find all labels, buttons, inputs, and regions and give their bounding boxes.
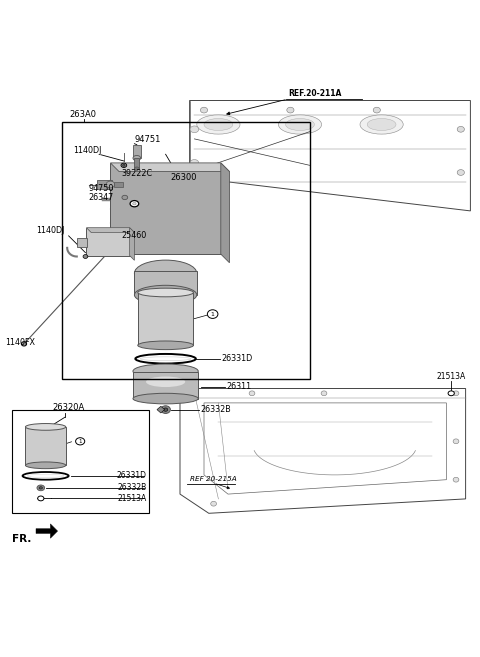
- Ellipse shape: [360, 115, 403, 134]
- Ellipse shape: [453, 477, 459, 482]
- Bar: [134, 158, 139, 169]
- Ellipse shape: [190, 160, 199, 166]
- Ellipse shape: [122, 195, 128, 200]
- Ellipse shape: [453, 391, 459, 396]
- Ellipse shape: [138, 288, 193, 297]
- Text: 26332B: 26332B: [201, 405, 231, 414]
- Text: FR.: FR.: [12, 533, 31, 544]
- Text: 26300: 26300: [170, 173, 197, 182]
- Text: 1140FX: 1140FX: [5, 338, 35, 348]
- Ellipse shape: [146, 376, 185, 387]
- Ellipse shape: [133, 364, 198, 378]
- Ellipse shape: [27, 474, 64, 478]
- Text: 1: 1: [211, 311, 215, 317]
- Bar: [62, 122, 310, 379]
- Text: 1140DJ: 1140DJ: [73, 146, 101, 155]
- Text: 26320A: 26320A: [53, 403, 85, 413]
- Polygon shape: [221, 163, 229, 263]
- Ellipse shape: [121, 163, 127, 168]
- Ellipse shape: [21, 342, 27, 346]
- Ellipse shape: [135, 354, 196, 363]
- Ellipse shape: [187, 391, 192, 396]
- Ellipse shape: [163, 408, 168, 411]
- Ellipse shape: [367, 118, 396, 131]
- Ellipse shape: [25, 424, 66, 430]
- Text: 21513A: 21513A: [117, 494, 146, 503]
- Ellipse shape: [373, 107, 380, 113]
- Polygon shape: [86, 228, 134, 233]
- Ellipse shape: [211, 501, 216, 506]
- Ellipse shape: [204, 118, 233, 131]
- Text: 1140DJ: 1140DJ: [36, 226, 64, 235]
- Ellipse shape: [134, 285, 197, 304]
- Ellipse shape: [133, 156, 141, 161]
- Bar: [86, 228, 130, 256]
- Bar: [77, 238, 87, 247]
- Bar: [97, 180, 112, 189]
- Ellipse shape: [457, 126, 464, 132]
- Bar: [114, 181, 123, 187]
- Ellipse shape: [278, 115, 322, 134]
- Ellipse shape: [448, 391, 454, 396]
- Ellipse shape: [207, 310, 218, 319]
- Ellipse shape: [249, 391, 255, 396]
- Ellipse shape: [122, 164, 125, 166]
- Text: 26331D: 26331D: [117, 471, 146, 480]
- Text: 26347: 26347: [89, 193, 114, 202]
- Ellipse shape: [453, 439, 459, 443]
- Text: 1: 1: [78, 439, 82, 443]
- Ellipse shape: [76, 438, 85, 445]
- Polygon shape: [157, 406, 165, 413]
- Polygon shape: [110, 163, 229, 171]
- Ellipse shape: [286, 118, 314, 131]
- Ellipse shape: [130, 200, 139, 207]
- Bar: [25, 427, 66, 465]
- Ellipse shape: [38, 496, 44, 501]
- Ellipse shape: [106, 181, 115, 188]
- Ellipse shape: [25, 462, 66, 468]
- Ellipse shape: [138, 341, 193, 350]
- Text: REF 20-215A: REF 20-215A: [190, 476, 236, 482]
- Text: 39222C: 39222C: [122, 170, 153, 178]
- Text: 25460: 25460: [121, 231, 147, 240]
- Text: REF.20-211A: REF.20-211A: [288, 89, 341, 98]
- Text: 21513A: 21513A: [437, 373, 466, 381]
- Ellipse shape: [133, 394, 198, 404]
- Text: 26311: 26311: [226, 382, 251, 391]
- Bar: [138, 292, 193, 346]
- Bar: [134, 271, 197, 295]
- Polygon shape: [36, 524, 58, 538]
- Ellipse shape: [132, 202, 136, 205]
- Bar: [133, 145, 141, 158]
- Bar: [133, 372, 198, 399]
- Text: 94751: 94751: [134, 135, 161, 144]
- Ellipse shape: [287, 107, 294, 113]
- Polygon shape: [130, 228, 134, 260]
- Ellipse shape: [457, 170, 464, 175]
- Ellipse shape: [37, 485, 45, 491]
- Text: 94750: 94750: [89, 184, 114, 193]
- Ellipse shape: [161, 406, 170, 413]
- Ellipse shape: [134, 167, 139, 170]
- Ellipse shape: [134, 260, 197, 286]
- Bar: [110, 163, 221, 254]
- Ellipse shape: [39, 487, 43, 489]
- Ellipse shape: [140, 357, 191, 361]
- Ellipse shape: [190, 126, 199, 133]
- Ellipse shape: [201, 107, 208, 113]
- Ellipse shape: [23, 472, 69, 480]
- Text: 263A0: 263A0: [70, 110, 96, 119]
- Text: 26332B: 26332B: [117, 484, 146, 492]
- Bar: [12, 410, 149, 513]
- Ellipse shape: [321, 391, 327, 396]
- Ellipse shape: [197, 115, 240, 134]
- Text: 26331D: 26331D: [221, 354, 252, 363]
- Ellipse shape: [83, 254, 88, 258]
